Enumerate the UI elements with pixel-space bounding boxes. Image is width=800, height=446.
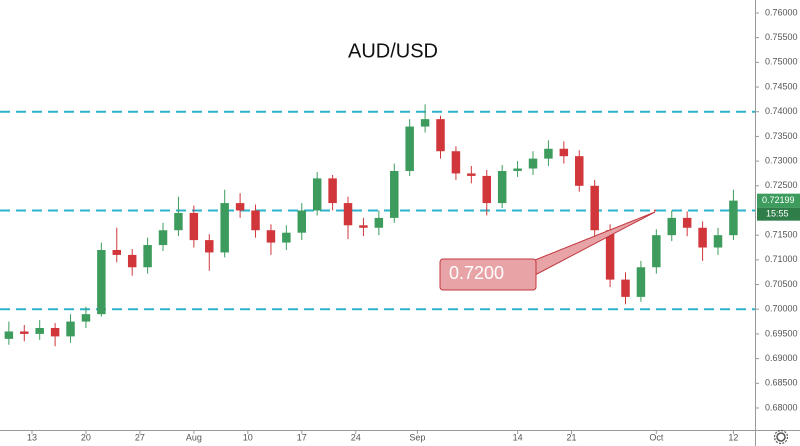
candle-body	[112, 249, 122, 255]
y-tick-label: 0.75000	[765, 57, 798, 67]
y-tick-label: 0.70000	[765, 304, 798, 314]
candle-body	[220, 203, 229, 253]
candle-body	[698, 227, 707, 248]
candle-body	[343, 203, 353, 226]
annotation: 0.7200	[439, 211, 656, 291]
candle-body	[528, 158, 538, 169]
candle-body	[729, 200, 738, 236]
y-tick-label: 0.71000	[765, 254, 798, 264]
y-tick-label: 0.73500	[765, 131, 798, 141]
candle-body	[467, 173, 476, 176]
last-price-label: 0.72199	[762, 195, 795, 205]
candle-body	[374, 217, 384, 228]
candle-body	[482, 175, 492, 204]
candle-body	[436, 119, 445, 152]
candle-body	[312, 178, 322, 211]
candle-body	[189, 212, 199, 241]
y-tick-label: 0.74000	[765, 106, 798, 116]
candle-body	[328, 178, 337, 204]
annotation-box	[439, 258, 537, 291]
candle-body	[621, 279, 630, 297]
candle-body	[605, 230, 615, 280]
candle-body	[4, 331, 14, 339]
candle-body	[390, 170, 399, 218]
settings-icon[interactable]	[773, 429, 789, 445]
candle-body	[405, 126, 414, 171]
x-tick-label: 21	[567, 432, 577, 442]
chart-title: AUD/USD	[348, 40, 438, 62]
candle-body	[282, 232, 291, 243]
candle-body	[590, 185, 599, 231]
x-tick-label: 14	[513, 432, 523, 442]
candle-body	[682, 217, 692, 228]
candle-body	[66, 321, 75, 337]
candle-body	[143, 245, 152, 268]
candle-body	[652, 235, 661, 268]
y-tick-label: 0.69000	[765, 353, 798, 363]
x-tick-label: 10	[243, 432, 253, 442]
candle-body	[297, 210, 307, 233]
x-tick-label: 17	[297, 432, 307, 442]
candle-body	[158, 230, 168, 246]
candle-body	[451, 151, 461, 174]
candle-body	[50, 327, 60, 337]
countdown-tag	[757, 207, 800, 221]
y-tick-label: 0.68500	[765, 378, 798, 388]
x-tick-label: Oct	[649, 432, 664, 442]
countdown-label: 15:55	[766, 209, 789, 219]
x-tick-label: Aug	[186, 432, 202, 442]
candle-body	[497, 170, 507, 204]
annotation-anchor	[654, 209, 656, 212]
x-tick-label: 13	[27, 432, 37, 442]
candle-body	[544, 148, 553, 159]
candle-body	[667, 217, 676, 236]
candle-body	[251, 210, 260, 231]
y-tick-label: 0.72500	[765, 180, 798, 190]
y-tick-label: 0.75500	[765, 32, 798, 42]
y-tick-label: 0.71500	[765, 230, 798, 240]
x-tick-label: 27	[135, 432, 145, 442]
candle-body	[20, 331, 29, 334]
candle-body	[127, 254, 137, 268]
candle-body	[266, 230, 276, 243]
candle-body	[97, 249, 106, 315]
candle-body	[575, 156, 584, 186]
candle-body	[420, 119, 430, 127]
last-price-tag	[757, 193, 800, 208]
x-tick-label: 20	[81, 432, 91, 442]
y-tick-label: 0.74500	[765, 81, 798, 91]
y-tick-label: 0.68000	[765, 402, 798, 412]
candle-body	[35, 327, 44, 334]
plot	[0, 104, 755, 347]
y-tick-label: 0.76000	[765, 7, 798, 17]
x-tick-label: Sep	[409, 432, 425, 442]
candle-body	[713, 235, 723, 248]
candle-body	[559, 148, 569, 157]
y-tick-label: 0.69500	[765, 328, 798, 338]
x-tick-label: 24	[351, 432, 361, 442]
y-tick-label: 0.73000	[765, 155, 798, 165]
candle-body	[636, 267, 646, 297]
candle-body	[174, 212, 183, 231]
candle-body	[205, 240, 214, 253]
x-tick-label: 12	[728, 432, 738, 442]
candle-body	[359, 225, 368, 228]
candle-body	[235, 203, 245, 211]
annotation-text: 0.7200	[449, 263, 504, 283]
candle-body	[81, 314, 91, 322]
candle-body	[513, 168, 522, 171]
y-tick-label: 0.70500	[765, 279, 798, 289]
